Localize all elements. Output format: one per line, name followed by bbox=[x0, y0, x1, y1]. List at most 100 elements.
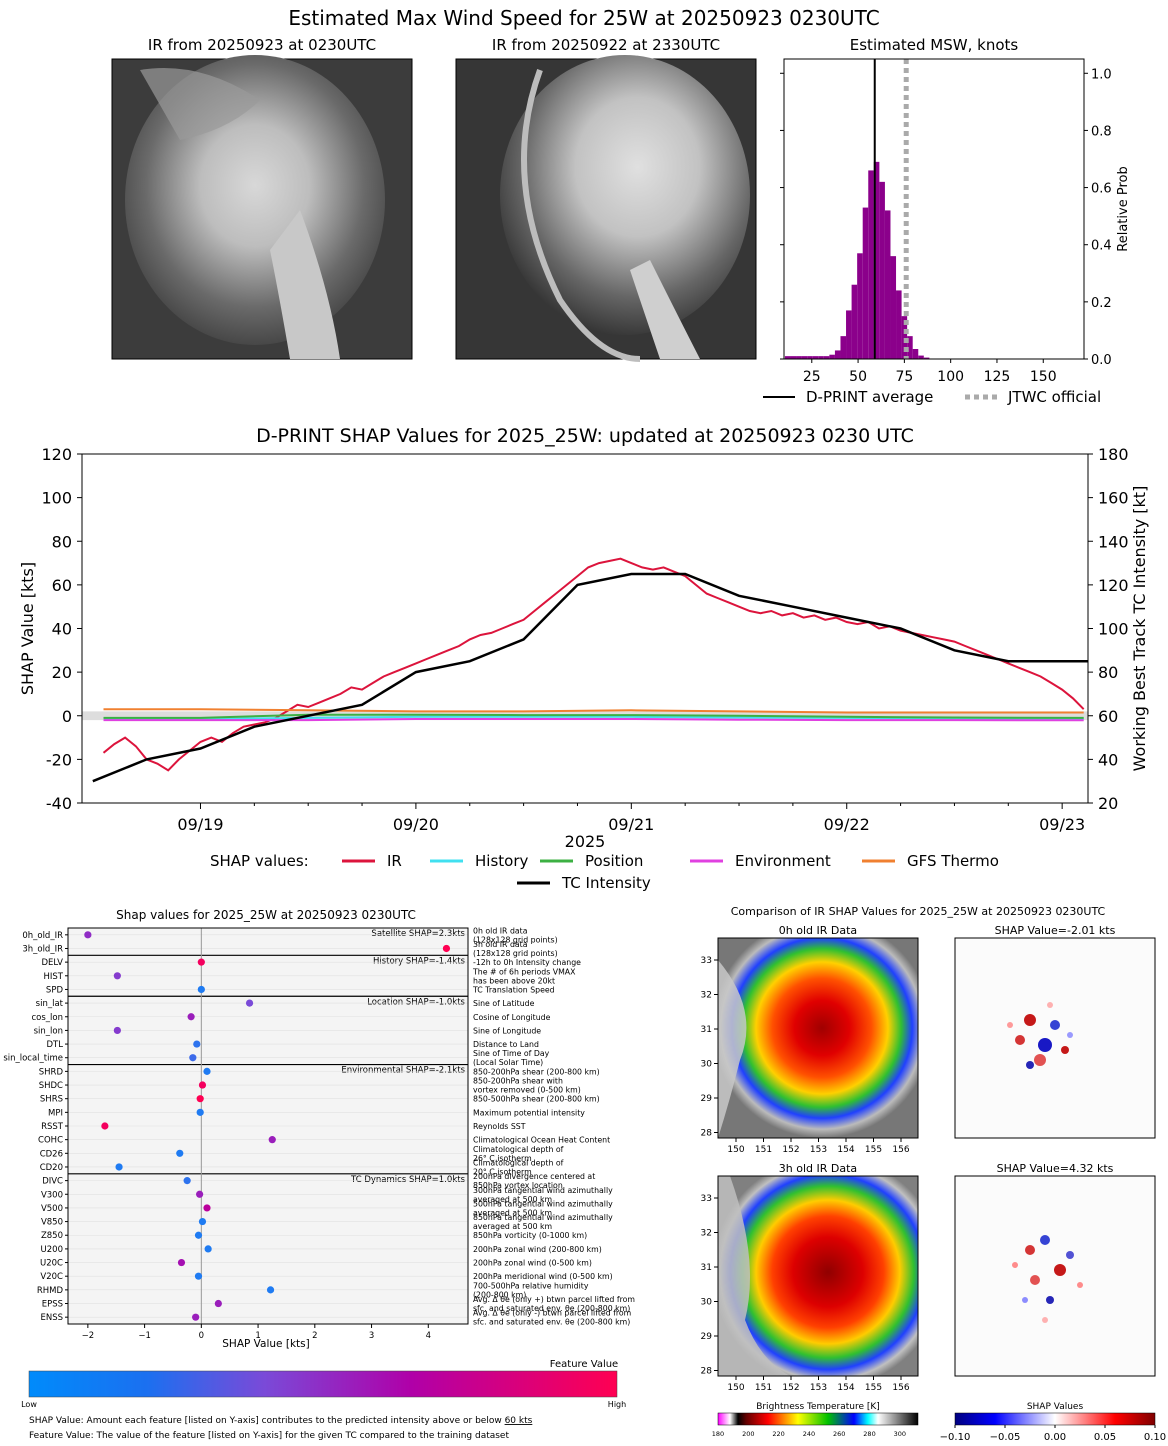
feature-desc: vortex removed (0-500 km) bbox=[473, 1086, 581, 1095]
timeseries-ytick-right-label: 40 bbox=[1098, 750, 1118, 769]
histogram-xtick-label: 125 bbox=[984, 369, 1011, 385]
lat-tick-label: 29 bbox=[701, 1332, 713, 1342]
legend-label-position: Position bbox=[585, 852, 643, 870]
feature-desc: averaged at 500 km bbox=[473, 1222, 552, 1231]
feature-desc: Maximum potential intensity bbox=[473, 1108, 585, 1117]
timeseries-ylabel-right: Working Best Track TC Intensity [kt] bbox=[1130, 486, 1149, 772]
feature-point bbox=[113, 972, 121, 980]
histogram-xtick-label: 50 bbox=[849, 369, 867, 385]
feature-xtick-label: 4 bbox=[426, 1331, 431, 1341]
feature-colorbar-low: Low bbox=[21, 1400, 37, 1409]
feature-xtick-label: 2 bbox=[312, 1331, 317, 1341]
timeseries-ytick-label: 60 bbox=[52, 576, 72, 595]
feature-desc: 850-200hPa shear (200-800 km) bbox=[473, 1067, 600, 1076]
timeseries-ytick-right-label: 100 bbox=[1098, 620, 1129, 639]
histogram-bar bbox=[873, 161, 880, 359]
timeseries-xtick-label: 09/23 bbox=[1039, 815, 1085, 834]
feature-name: RHMD bbox=[37, 1286, 64, 1296]
feature-desc: 20° C isotherm bbox=[473, 1167, 532, 1176]
feature-desc: 850hPa vortex location bbox=[473, 1181, 563, 1190]
histogram-title: Estimated MSW, knots bbox=[850, 36, 1019, 54]
feature-desc: sfc. and saturated env. θe (200-800 km) bbox=[473, 1304, 630, 1313]
feature-desc: 200hPa divergence centered at bbox=[473, 1172, 595, 1181]
feature-panel-title: Shap values for 2025_25W at 20250923 023… bbox=[116, 908, 416, 922]
feature-name: V850 bbox=[41, 1218, 63, 1228]
series-line-history bbox=[103, 715, 1084, 720]
feature-point bbox=[177, 1258, 186, 1267]
feature-point bbox=[187, 1013, 195, 1021]
feature-name: U20C bbox=[40, 1259, 63, 1269]
lon-tick-label: 150 bbox=[727, 1145, 744, 1155]
timeseries-ytick-label: 40 bbox=[52, 620, 72, 639]
feature-xtick-label: −1 bbox=[138, 1331, 151, 1341]
lat-tick-label: 32 bbox=[701, 1229, 712, 1239]
feature-name: SHDC bbox=[39, 1081, 63, 1091]
feature-point bbox=[194, 1231, 203, 1239]
timeseries-title: D-PRINT SHAP Values for 2025_25W: update… bbox=[256, 425, 914, 447]
timeseries-xtick-label: 09/21 bbox=[608, 815, 654, 834]
timeseries-ytick-label: 0 bbox=[62, 707, 72, 726]
feature-desc: 200hPa zonal wind (200-800 km) bbox=[473, 1245, 602, 1254]
feature-point bbox=[204, 1245, 212, 1253]
feature-name: V20C bbox=[40, 1272, 63, 1282]
timeseries-xlabel: 2025 bbox=[565, 832, 606, 851]
feature-desc: Sine of Time of Day bbox=[473, 1049, 550, 1058]
feature-name: sin_lon bbox=[34, 1026, 63, 1036]
feature-desc: averaged at 500 km bbox=[473, 1195, 552, 1204]
timeseries-ytick-right-label: 20 bbox=[1098, 794, 1118, 813]
feature-desc: (128x128 grid points) bbox=[473, 949, 558, 958]
comp-3h-ir-image bbox=[717, 1175, 919, 1377]
feature-desc: (128x128 grid points) bbox=[473, 935, 558, 944]
feature-name: sin_local_time bbox=[3, 1054, 63, 1064]
feature-desc: 850hPa tangential wind azimuthally bbox=[473, 1213, 613, 1222]
feature-colorbar-high: High bbox=[608, 1400, 626, 1409]
feature-desc: Sine of Latitude bbox=[473, 999, 535, 1008]
lat-tick-label: 28 bbox=[701, 1129, 713, 1139]
feature-group-label: History SHAP=-1.4kts bbox=[373, 956, 466, 966]
histogram-ytick-label: 1.0 bbox=[1091, 67, 1112, 82]
comp-title-0h-shap: SHAP Value=-2.01 kts bbox=[995, 924, 1116, 937]
feature-point bbox=[196, 1108, 204, 1116]
lon-tick-label: 152 bbox=[782, 1383, 799, 1393]
shap-tick-label: −0.05 bbox=[990, 1432, 1021, 1443]
timeseries-ytick-right-label: 160 bbox=[1098, 489, 1129, 508]
note-baseline-value: 60 kts bbox=[505, 1416, 533, 1426]
ir-comparison: Comparison of IR SHAP Values for 2025_25… bbox=[701, 905, 1167, 1443]
histogram-bar bbox=[801, 356, 808, 359]
timeseries-ytick-right-label: 60 bbox=[1098, 707, 1118, 726]
histogram-bar bbox=[868, 170, 874, 359]
timeseries-ytick-right-label: 180 bbox=[1098, 445, 1129, 464]
feature-desc: -12h to 0h Intensity change bbox=[473, 958, 581, 967]
bt-tick-label: 200 bbox=[742, 1430, 754, 1438]
note-feature-value: Feature Value: The value of the feature … bbox=[29, 1431, 509, 1441]
histogram-ytick-label: 0.4 bbox=[1091, 239, 1112, 254]
feature-name: DELV bbox=[41, 958, 63, 968]
bt-tick-label: 220 bbox=[772, 1430, 784, 1438]
histogram-bar bbox=[912, 349, 919, 359]
histogram-xtick-label: 100 bbox=[937, 369, 964, 385]
lon-tick-label: 156 bbox=[892, 1383, 909, 1393]
histogram-bar bbox=[890, 256, 897, 359]
comparison-title: Comparison of IR SHAP Values for 2025_25… bbox=[731, 905, 1106, 918]
histogram-bar bbox=[818, 356, 824, 359]
feature-desc: Cosine of Longitude bbox=[473, 1013, 551, 1022]
legend-label-environment: Environment bbox=[735, 852, 831, 870]
timeseries-ytick-label: 120 bbox=[41, 445, 72, 464]
timeseries-ytick-label: 100 bbox=[41, 489, 72, 508]
histogram-bar bbox=[896, 290, 902, 359]
feature-name: CD26 bbox=[40, 1149, 63, 1159]
series-line-thermo bbox=[103, 708, 1084, 714]
feature-desc: 200hPa zonal wind (0-500 km) bbox=[473, 1259, 592, 1268]
feature-group-label: Satellite SHAP=2.3kts bbox=[371, 929, 465, 939]
feature-point bbox=[268, 1136, 276, 1144]
series-line-ir bbox=[102, 557, 1085, 772]
feature-point bbox=[192, 1313, 200, 1321]
feature-xtick-label: 3 bbox=[369, 1331, 374, 1341]
lat-tick-label: 31 bbox=[701, 1025, 712, 1035]
lat-tick-label: 30 bbox=[701, 1060, 713, 1070]
histogram-bar bbox=[829, 354, 835, 359]
feature-desc: 850-500hPa shear (200-800 km) bbox=[473, 1095, 600, 1104]
lon-tick-label: 153 bbox=[810, 1145, 827, 1155]
series-line-environment bbox=[103, 718, 1084, 722]
histogram-bar bbox=[901, 316, 908, 359]
